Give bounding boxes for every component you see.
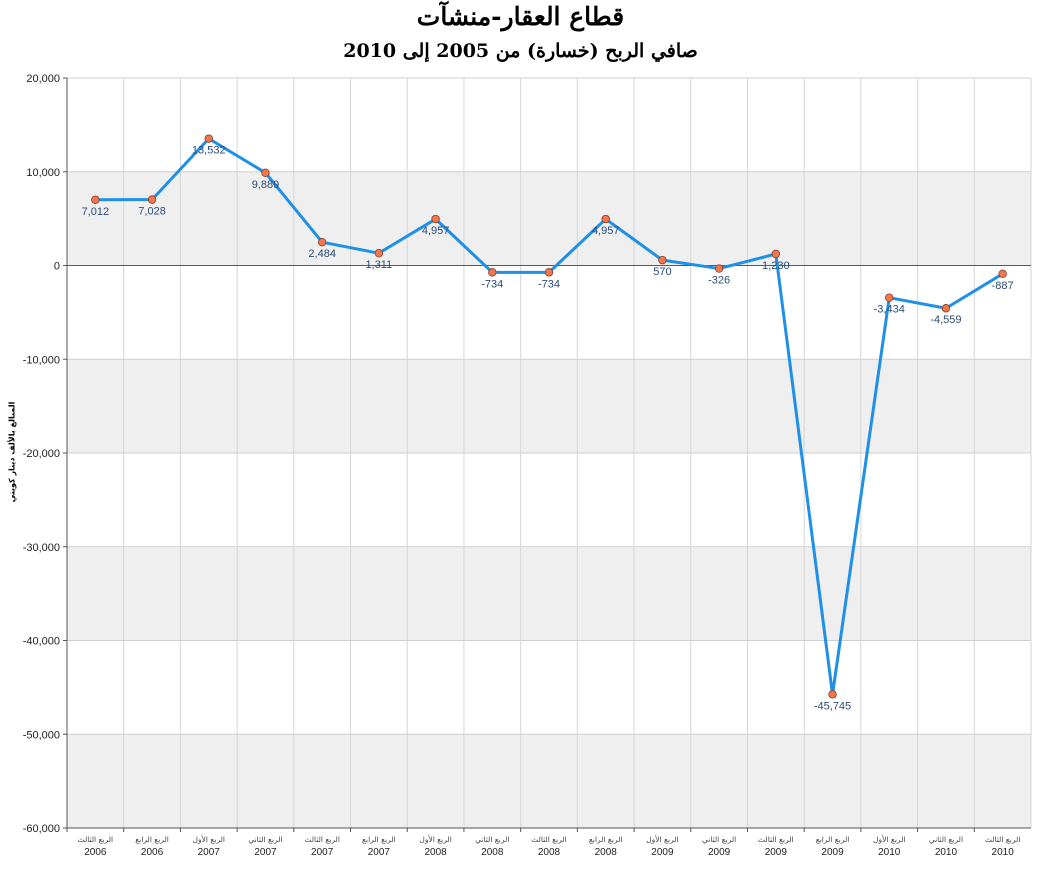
x-tick-year: 2007 <box>311 847 334 858</box>
x-tick-quarter: الربع الأول <box>193 834 225 844</box>
grid-band <box>67 546 1031 641</box>
x-tick-quarter: الربع الثالث <box>78 835 114 844</box>
x-tick-quarter: الربع الثاني <box>929 835 963 844</box>
data-point <box>91 195 100 204</box>
x-tick-year: 2009 <box>821 847 844 858</box>
y-tick-label: -40,000 <box>23 636 60 648</box>
data-point <box>885 293 894 302</box>
data-point <box>204 134 213 143</box>
x-tick-quarter: الربع الرابع <box>589 835 623 844</box>
grid-band <box>67 171 1031 266</box>
y-tick-label: 10,000 <box>26 167 60 179</box>
data-point <box>941 304 951 313</box>
data-label: 1,311 <box>366 259 393 271</box>
x-tick-quarter: الربع الثالث <box>531 835 567 844</box>
chart-subtitle: صافي الربح (خسارة) من 2005 إلى 2010 <box>343 40 698 62</box>
data-label: -326 <box>708 275 730 287</box>
x-tick-quarter: الربع الثالث <box>304 835 340 844</box>
x-tick-year: 2010 <box>935 847 958 858</box>
x-tick-year: 2006 <box>141 847 164 858</box>
y-tick-label: -50,000 <box>23 729 60 741</box>
y-tick-label: -10,000 <box>23 354 60 366</box>
data-label: -734 <box>538 278 560 290</box>
x-tick-quarter: الربع الأول <box>646 834 678 844</box>
x-tick-year: 2008 <box>424 847 447 858</box>
data-point <box>317 238 327 247</box>
data-label: -734 <box>481 278 503 290</box>
x-tick-quarter: الربع الثاني <box>702 835 736 844</box>
x-tick-year: 2006 <box>84 847 107 858</box>
data-label: -887 <box>992 280 1014 292</box>
x-tick-quarter: الربع الأول <box>873 834 905 844</box>
x-tick-quarter: الربع الثاني <box>475 835 509 844</box>
x-tick-year: 2007 <box>254 847 277 858</box>
data-point <box>544 268 554 277</box>
x-tick-year: 2010 <box>992 847 1015 858</box>
data-label: 2,484 <box>308 248 336 260</box>
grid-band <box>67 734 1031 828</box>
data-label: 1,230 <box>762 260 790 272</box>
data-point <box>658 255 667 265</box>
data-label: -4,559 <box>930 314 961 326</box>
x-tick-year: 2008 <box>481 847 504 858</box>
data-label: 7,028 <box>138 206 166 218</box>
data-point <box>147 195 157 204</box>
data-label: 4,957 <box>592 225 620 237</box>
x-tick-quarter: الربع الرابع <box>135 835 169 844</box>
data-point <box>601 214 610 224</box>
x-tick-year: 2009 <box>708 847 731 858</box>
grid-band <box>67 359 1031 453</box>
data-label: 4,957 <box>422 225 450 237</box>
data-label: 570 <box>653 266 671 278</box>
data-point <box>488 268 497 277</box>
x-tick-year: 2009 <box>765 847 788 858</box>
y-tick-label: -60,000 <box>23 823 60 835</box>
x-tick-quarter: الربع الثالث <box>985 835 1021 844</box>
data-label: 9,889 <box>252 179 280 191</box>
y-tick-label: -30,000 <box>23 542 60 554</box>
x-tick-year: 2010 <box>878 847 901 858</box>
chart-title: قطاع العقار-منشآت <box>416 2 625 31</box>
data-label: 13,532 <box>192 145 226 157</box>
data-point <box>714 264 724 273</box>
x-tick-quarter: الربع الثاني <box>248 835 282 844</box>
data-point <box>261 168 270 177</box>
data-point <box>771 249 781 259</box>
y-tick-label: 0 <box>54 261 60 273</box>
data-point <box>374 249 384 258</box>
y-tick-label: 20,000 <box>26 73 60 85</box>
x-tick-quarter: الربع الأول <box>419 834 451 844</box>
x-tick-quarter: الربع الرابع <box>816 835 850 844</box>
x-tick-year: 2009 <box>651 847 674 858</box>
x-tick-year: 2008 <box>538 847 561 858</box>
data-point <box>828 690 837 699</box>
data-point <box>998 269 1007 279</box>
y-tick-label: -20,000 <box>23 448 60 460</box>
data-label: 7,012 <box>82 206 110 218</box>
x-tick-quarter: الربع الرابع <box>362 835 396 844</box>
x-tick-year: 2007 <box>198 847 221 858</box>
x-tick-year: 2008 <box>595 847 618 858</box>
data-label: -3,434 <box>874 304 905 316</box>
x-tick-quarter: الربع الثالث <box>758 835 794 844</box>
data-label: -45,745 <box>814 700 851 712</box>
data-point <box>431 214 440 224</box>
x-tick-year: 2007 <box>368 847 391 858</box>
